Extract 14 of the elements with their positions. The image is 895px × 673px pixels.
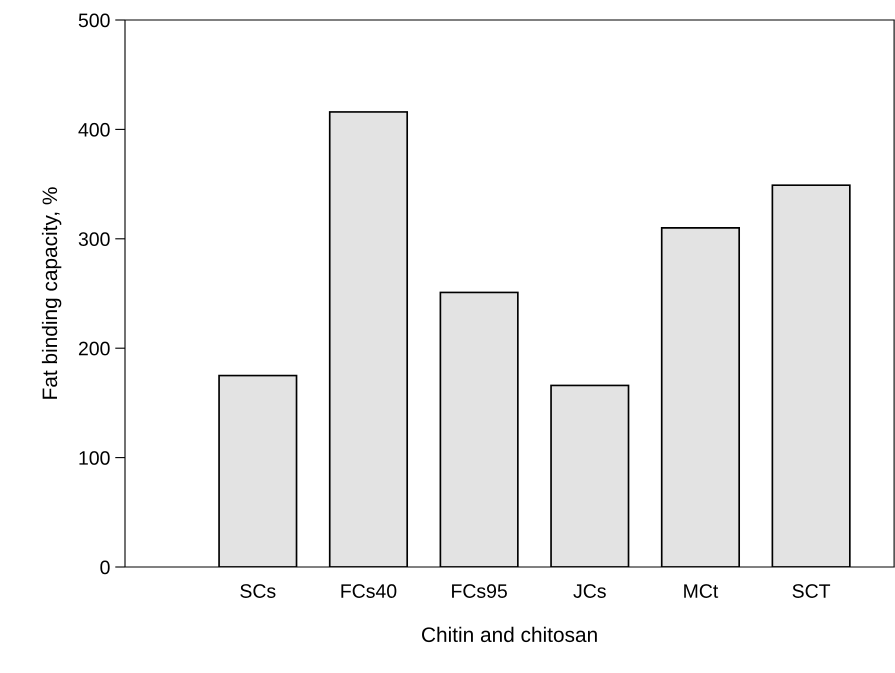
- x-tick-label: SCs: [240, 584, 276, 598]
- y-tick-label: 300: [78, 232, 110, 246]
- y-axis-title: Fat binding capacity, %: [42, 187, 62, 399]
- x-tick-label: SCT: [792, 584, 830, 598]
- x-tick-label: MCt: [684, 584, 718, 598]
- x-tick-label: JCs: [573, 584, 606, 598]
- y-tick-label: 400: [78, 122, 110, 137]
- y-tick-label: 500: [78, 13, 110, 28]
- y-tick-label: 0: [100, 560, 110, 574]
- y-tick-label: 200: [78, 342, 110, 356]
- x-tick-label: FCs40: [341, 584, 396, 598]
- x-tick-label: FCs95: [452, 584, 507, 598]
- x-axis-title: Chitin and chitosan: [422, 626, 597, 642]
- y-tick-label: 100: [79, 451, 110, 465]
